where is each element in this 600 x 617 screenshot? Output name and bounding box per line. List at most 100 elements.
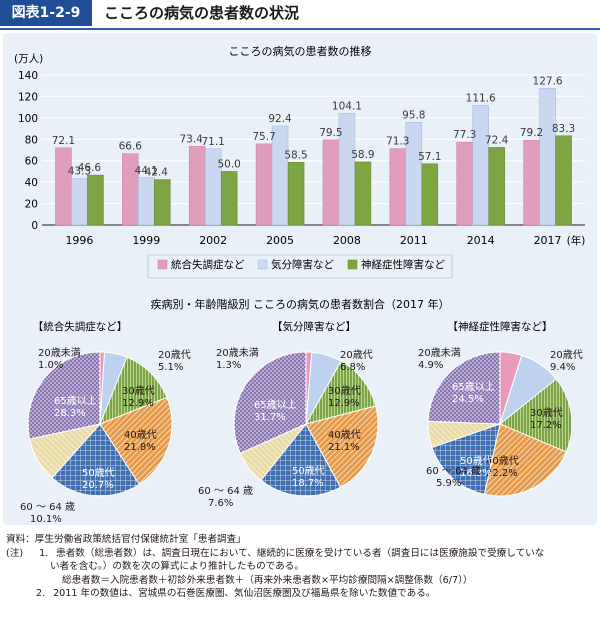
pie-slice xyxy=(99,356,168,425)
y-tick-label: 140 xyxy=(18,70,38,82)
pie-slice-value: 24.5% xyxy=(452,394,484,405)
x-tick-label: 2011 xyxy=(400,234,428,247)
pie-slice-value: 18.7% xyxy=(292,478,324,489)
y-tick-label: 0 xyxy=(31,220,38,232)
note-1-line-1: (注) 1. 患者数（総患者数）は、調査日現在において、継続的に医療を受けている… xyxy=(6,547,596,561)
pie-slice-value: 31.7% xyxy=(254,412,286,423)
pie-slice xyxy=(51,423,140,497)
pie-slice-label: 20歳代 xyxy=(158,349,191,361)
figure-label: 図表1-2-9 xyxy=(0,0,92,26)
legend-label: 統合失調症など xyxy=(171,258,245,271)
pie-slice-value: 10.1% xyxy=(30,514,62,525)
bar xyxy=(389,148,407,226)
bar xyxy=(287,162,305,226)
pie-slice-label: 50歳代 xyxy=(82,467,115,479)
bar xyxy=(539,88,556,226)
x-tick-label: 2014 xyxy=(467,234,495,247)
pie-title: 【神経症性障害など】 xyxy=(448,320,553,333)
pie-slice-value: 1.0% xyxy=(38,360,63,371)
legend-label: 神経症性障害など xyxy=(361,258,445,271)
pie-slice xyxy=(483,423,567,497)
pie-slice-label: 30歳代 xyxy=(530,407,563,419)
data-label: 71.1 xyxy=(201,136,224,148)
note-1-text-1: 患者数（総患者数）は、調査日現在において、継続的に医療を受けている者（調査日には… xyxy=(56,547,545,559)
bar xyxy=(354,161,372,226)
bar xyxy=(188,146,206,226)
bar-chart-title: こころの病気の患者数の推移 xyxy=(229,44,372,58)
pie-slice-value: 4.9% xyxy=(418,360,443,371)
note-2-number: 2. xyxy=(36,588,46,599)
pie-slice-label: 40歳代 xyxy=(328,429,361,441)
data-label: 104.1 xyxy=(332,100,362,112)
data-label: 58.5 xyxy=(284,149,307,161)
x-tick-label: 1996 xyxy=(65,234,93,247)
bar xyxy=(255,143,273,226)
data-label: 46.6 xyxy=(78,162,102,174)
pie-slice-label: 40歳代 xyxy=(486,455,519,467)
bar xyxy=(87,174,104,226)
pie-slice-label: 30歳代 xyxy=(328,385,361,397)
data-label: 77.3 xyxy=(453,129,476,141)
note-1-text-3: 総患者数＝入院患者数＋初診外来患者数＋（再来外来患者数×平均診療間隔×調整係数（… xyxy=(62,574,473,586)
data-label: 57.1 xyxy=(418,151,441,163)
pie-title: 【統合失調症など】 xyxy=(33,320,128,333)
data-label: 50.0 xyxy=(217,158,240,170)
pie-slice xyxy=(99,396,173,486)
pie-slice xyxy=(27,351,101,440)
pie-slice-value: 1.3% xyxy=(216,360,241,371)
pie-slice-label: 60 ～ 64 歳 xyxy=(426,465,481,477)
pie-slice-label: 50歳代 xyxy=(460,455,493,467)
pie-slice-label: 20歳代 xyxy=(340,349,373,361)
y-tick-label: 80 xyxy=(25,134,38,146)
bar xyxy=(456,141,473,226)
pie-slice-value: 28.3% xyxy=(54,408,86,419)
data-label: 58.9 xyxy=(351,149,374,161)
bar xyxy=(138,177,155,226)
figure-title: こころの病気の患者数の状況 xyxy=(104,4,300,22)
x-tick-label: 2008 xyxy=(333,234,361,247)
data-label: 127.6 xyxy=(533,75,563,87)
y-tick-label: 20 xyxy=(25,199,38,211)
bar xyxy=(472,105,489,226)
data-label: 79.5 xyxy=(319,127,342,139)
pie-slice-value: 21.8% xyxy=(124,442,156,453)
pie-slice-label: 50歳代 xyxy=(292,465,325,477)
bar xyxy=(421,163,439,226)
data-label: 72.4 xyxy=(485,134,509,146)
chart-area: こころの病気の患者数の推移 (万人) 0 20 40 60 80 100 120 140 1996 1… xyxy=(14,44,585,525)
data-label: 111.6 xyxy=(466,92,496,104)
pie-slice-label: 30歳代 xyxy=(122,385,155,397)
pie-slice-value: 21.1% xyxy=(328,442,360,453)
bar xyxy=(154,179,171,226)
pie-slice-value: 9.4% xyxy=(550,362,575,373)
pie-slice-value: 12.9% xyxy=(122,398,154,409)
pie-section-title: 疾病別・年齢階級別 こころの病気の患者数割合（2017 年） xyxy=(151,297,450,311)
y-tick-label: 100 xyxy=(18,113,38,125)
pie-slice-value: 5.9% xyxy=(436,478,461,489)
bar xyxy=(55,147,72,226)
legend-swatch xyxy=(257,259,268,270)
data-label: 72.1 xyxy=(52,135,75,147)
pie-slice-value: 16.3% xyxy=(460,468,492,479)
pie-slice xyxy=(260,423,342,497)
pie-slice-label: 65歳以上 xyxy=(254,399,297,411)
note-2: 2. 2011 年の数値は、宮城県の石巻医療圏、気仙沼医療圏及び福島県を除いた数… xyxy=(6,587,596,601)
pie-title: 【気分障害など】 xyxy=(272,320,356,333)
legend-swatch xyxy=(157,259,168,270)
legend-label: 気分障害など xyxy=(271,258,334,271)
bar xyxy=(71,178,88,226)
pie-slice xyxy=(427,351,501,425)
pie-slice xyxy=(499,378,573,453)
y-tick-label: 40 xyxy=(25,177,38,189)
pie-slice-label: 20歳未満 xyxy=(418,347,461,359)
note-1-number: 1. xyxy=(39,547,49,559)
bar xyxy=(555,135,572,226)
pie-slice-label: 60 ～ 64 歳 xyxy=(20,501,75,513)
pie-slice-value: 6.8% xyxy=(340,362,365,373)
data-label: 71.3 xyxy=(386,136,409,148)
pie-slice-label: 65歳以上 xyxy=(452,381,495,393)
pie-slice xyxy=(233,351,307,454)
pie-slice-label: 20歳代 xyxy=(550,349,583,361)
data-label: 92.4 xyxy=(268,113,292,125)
